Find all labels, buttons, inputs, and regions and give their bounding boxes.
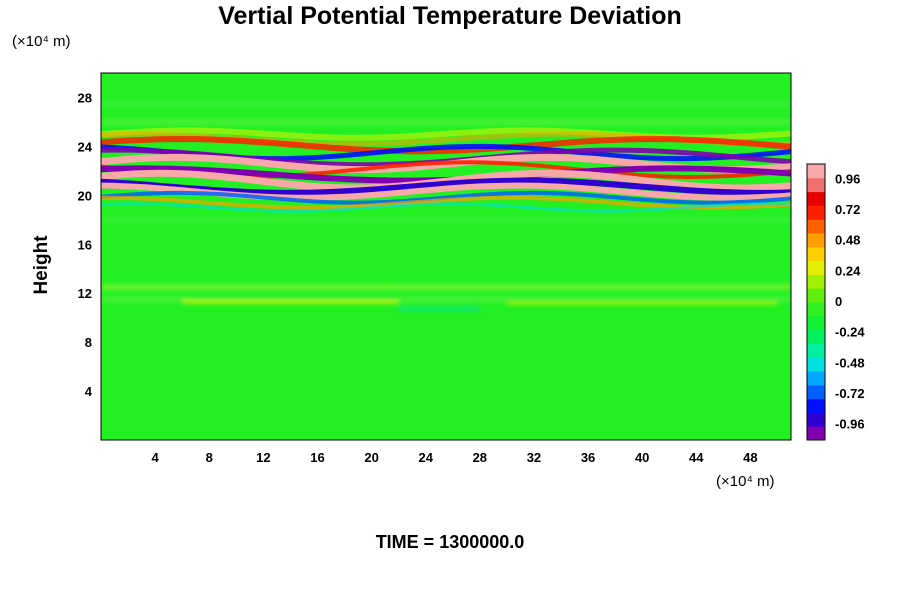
colorbar-swatch xyxy=(807,233,825,248)
colorbar-swatch xyxy=(807,177,825,193)
field-streak xyxy=(506,300,778,305)
field-streak xyxy=(182,299,399,304)
colorbar-swatch xyxy=(807,219,825,234)
colorbar-swatch xyxy=(807,329,825,344)
colorbar-swatch xyxy=(807,371,825,386)
y-axis: 4 8 12 16 20 24 28 xyxy=(78,90,93,399)
colorbar-frame xyxy=(806,163,826,441)
field-streak xyxy=(101,296,791,303)
x-tick-label: 8 xyxy=(206,450,213,465)
colorbar-tick-label: 0 xyxy=(835,294,842,309)
chart-title: Vertial Potential Temperature Deviation xyxy=(218,2,682,30)
band-orange-lower xyxy=(101,195,791,210)
plot-frame xyxy=(100,72,792,441)
x-tick-label: 32 xyxy=(527,450,541,465)
field-streak xyxy=(398,307,480,312)
colorbar-swatch xyxy=(807,384,825,400)
colorbar-swatch xyxy=(807,191,825,206)
band-pink-3 xyxy=(101,182,791,201)
x-tick-label: 16 xyxy=(310,450,324,465)
x-tick-label: 48 xyxy=(743,450,757,465)
colorbar-tick-label: -0.24 xyxy=(835,325,865,340)
field-streak xyxy=(101,216,791,223)
colorbar-tick-label: 0.72 xyxy=(835,202,860,217)
colorbar-swatch xyxy=(807,302,825,317)
time-annotation: TIME = 1300000.0 xyxy=(375,532,525,552)
colorbar-swatch xyxy=(807,288,825,303)
x-tick-label: 4 xyxy=(152,450,160,465)
colorbar-swatch xyxy=(807,426,825,441)
x-tick-label: 28 xyxy=(473,450,487,465)
band-blue-upper xyxy=(101,143,791,162)
colorbar-swatch xyxy=(807,315,825,331)
colorbar-swatch xyxy=(807,164,825,179)
y-tick-label: 20 xyxy=(78,188,92,203)
band-red-upper xyxy=(101,136,791,155)
y-tick-label: 4 xyxy=(85,384,93,399)
field-texture xyxy=(101,100,791,312)
x-unit-label: (×10⁴ m) xyxy=(716,473,775,490)
band-cyan-lower xyxy=(101,202,791,213)
band-pink-2 xyxy=(101,169,791,192)
colorbar-swatch xyxy=(807,343,825,358)
field-streak xyxy=(101,100,791,107)
field-streak xyxy=(101,284,791,291)
x-tick-label: 24 xyxy=(418,450,433,465)
y-tick-label: 16 xyxy=(78,237,92,252)
colorbar-swatch xyxy=(807,357,825,372)
colorbar-tick-label: 0.96 xyxy=(835,171,860,186)
plot-area xyxy=(101,73,791,440)
colorbar-tick-label: -0.72 xyxy=(835,386,865,401)
band-blue-lower xyxy=(101,190,791,205)
x-tick-label: 36 xyxy=(581,450,595,465)
colorbar-swatch xyxy=(807,205,825,220)
colorbar-tick-label: -0.96 xyxy=(835,417,865,432)
colorbar-tick-label: -0.48 xyxy=(835,355,865,370)
y-unit-label: (×10⁴ m) xyxy=(12,33,71,50)
colorbar: 0.96 0.72 0.48 0.24 0 -0.24 -0.48 -0.72 -0.96 xyxy=(806,163,865,441)
colorbar-swatch xyxy=(807,246,825,262)
colorbar-tick-label: 0.48 xyxy=(835,233,860,248)
colorbar-swatch xyxy=(807,260,825,275)
y-tick-label: 28 xyxy=(78,90,92,105)
x-axis: 4 8 12 16 20 24 28 32 36 40 44 48 xyxy=(152,450,758,465)
x-tick-label: 12 xyxy=(256,450,270,465)
colorbar-swatch xyxy=(807,412,825,427)
y-tick-label: 24 xyxy=(78,139,93,154)
x-tick-label: 44 xyxy=(689,450,704,465)
x-tick-label: 20 xyxy=(364,450,378,465)
colorbar-swatch xyxy=(807,274,825,289)
colorbar-tick-label: 0.24 xyxy=(835,263,861,278)
y-tick-label: 12 xyxy=(78,286,92,301)
band-purple-2 xyxy=(101,165,791,184)
y-tick-label: 8 xyxy=(85,335,92,350)
colorbar-swatch xyxy=(807,398,825,413)
x-tick-label: 40 xyxy=(635,450,649,465)
field-streak xyxy=(101,118,791,125)
